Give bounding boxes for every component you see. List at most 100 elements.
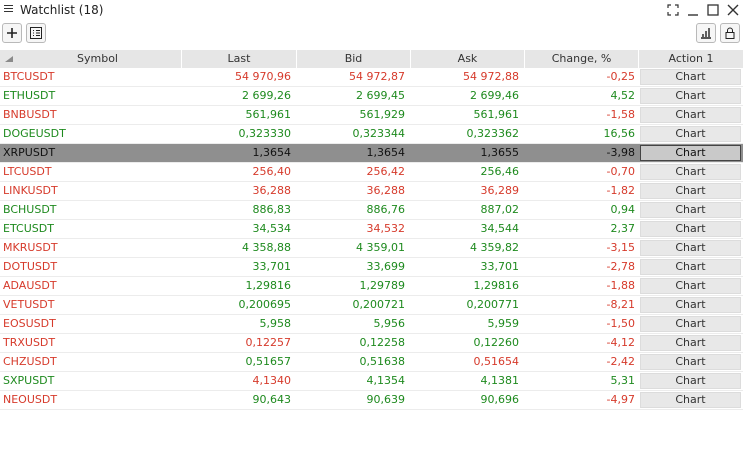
menu-icon[interactable] bbox=[4, 5, 13, 13]
change-percent-cell: -2,78 bbox=[606, 260, 635, 273]
chart-button[interactable]: Chart bbox=[640, 316, 741, 332]
table-row[interactable]: ETHUSDT 2 699,26 2 699,45 2 699,46 4,52 Chart bbox=[0, 87, 743, 106]
chart-button[interactable]: Chart bbox=[640, 335, 741, 351]
maximize-icon[interactable] bbox=[706, 3, 720, 17]
bid-price-cell: 5,956 bbox=[373, 317, 406, 330]
column-header-ask[interactable]: Ask bbox=[411, 50, 525, 68]
table-row[interactable]: MKRUSDT 4 358,88 4 359,01 4 359,82 -3,15 Char… bbox=[0, 239, 743, 258]
bid-price-cell: 2 699,45 bbox=[356, 89, 405, 102]
chart-button[interactable]: Chart bbox=[640, 354, 741, 370]
close-icon[interactable] bbox=[726, 3, 740, 17]
column-header-last[interactable]: Last bbox=[182, 50, 297, 68]
bid-price-cell: 0,12258 bbox=[359, 336, 406, 349]
bid-price-cell: 886,76 bbox=[366, 203, 406, 216]
table-row[interactable]: LTCUSDT 256,40 256,42 256,46 -0,70 Chart bbox=[0, 163, 743, 182]
table-row[interactable]: CHZUSDT 0,51657 0,51638 0,51654 -2,42 Chart bbox=[0, 353, 743, 372]
table-row[interactable]: EOSUSDT 5,958 5,956 5,959 -1,50 Chart bbox=[0, 315, 743, 334]
chart-button[interactable]: Chart bbox=[640, 126, 741, 142]
ask-price-cell: 561,961 bbox=[473, 108, 520, 121]
lock-button[interactable] bbox=[720, 23, 740, 43]
ask-price-cell: 90,696 bbox=[480, 393, 520, 406]
symbol-cell: XRPUSDT bbox=[3, 146, 56, 159]
table-row[interactable]: ETCUSDT 34,534 34,532 34,544 2,37 Chart bbox=[0, 220, 743, 239]
last-price-cell: 54 970,96 bbox=[235, 70, 291, 83]
column-header-action[interactable]: Action 1 bbox=[668, 52, 714, 65]
table-row[interactable]: SXPUSDT 4,1340 4,1354 4,1381 5,31 Chart bbox=[0, 372, 743, 391]
column-header-symbol[interactable]: Symbol bbox=[14, 50, 182, 68]
chart-button[interactable]: Chart bbox=[640, 392, 741, 408]
chart-button[interactable]: Chart bbox=[640, 164, 741, 180]
table-row[interactable]: ADAUSDT 1,29816 1,29789 1,29816 -1,88 Chart bbox=[0, 277, 743, 296]
bid-price-cell: 0,323344 bbox=[352, 127, 406, 140]
symbol-cell: DOTUSDT bbox=[3, 260, 58, 273]
bid-price-cell: 256,42 bbox=[366, 165, 406, 178]
last-price-cell: 256,40 bbox=[252, 165, 292, 178]
table-row[interactable]: XRPUSDT 1,3654 1,3654 1,3655 -3,98 Chart bbox=[0, 144, 743, 163]
symbol-cell: NEOUSDT bbox=[3, 393, 58, 406]
column-header-change[interactable]: Change, % bbox=[525, 50, 639, 68]
title-bar: Watchlist (18) bbox=[0, 0, 743, 20]
bid-price-cell: 90,639 bbox=[366, 393, 406, 406]
bid-price-cell: 4 359,01 bbox=[356, 241, 405, 254]
table-row[interactable]: BCHUSDT 886,83 886,76 887,02 0,94 Chart bbox=[0, 201, 743, 220]
table-row[interactable]: DOTUSDT 33,701 33,699 33,701 -2,78 Chart bbox=[0, 258, 743, 277]
change-percent-cell: -0,25 bbox=[606, 70, 635, 83]
bid-price-cell: 34,532 bbox=[366, 222, 406, 235]
symbol-cell: MKRUSDT bbox=[3, 241, 58, 254]
change-percent-cell: 0,94 bbox=[610, 203, 636, 216]
bid-price-cell: 1,29789 bbox=[359, 279, 406, 292]
table-row[interactable]: NEOUSDT 90,643 90,639 90,696 -4,97 Chart bbox=[0, 391, 743, 410]
ask-price-cell: 0,51654 bbox=[473, 355, 520, 368]
chart-button[interactable]: Chart bbox=[640, 183, 741, 199]
last-price-cell: 561,961 bbox=[245, 108, 292, 121]
table-row[interactable]: BTCUSDT 54 970,96 54 972,87 54 972,88 -0,25 C… bbox=[0, 68, 743, 87]
sort-indicator-icon bbox=[5, 56, 13, 62]
chart-button[interactable]: Chart bbox=[640, 373, 741, 389]
last-price-cell: 2 699,26 bbox=[242, 89, 291, 102]
symbol-cell: ETHUSDT bbox=[3, 89, 56, 102]
columns-button[interactable] bbox=[26, 23, 46, 43]
bid-price-cell: 4,1354 bbox=[366, 374, 406, 387]
chart-button[interactable]: Chart bbox=[640, 107, 741, 123]
bid-price-cell: 561,929 bbox=[359, 108, 406, 121]
last-price-cell: 0,51657 bbox=[245, 355, 292, 368]
table-row[interactable]: DOGEUSDT 0,323330 0,323344 0,323362 16,56 Cha… bbox=[0, 125, 743, 144]
table-row[interactable]: LINKUSDT 36,288 36,288 36,289 -1,82 Chart bbox=[0, 182, 743, 201]
change-percent-cell: 5,31 bbox=[610, 374, 636, 387]
last-price-cell: 4 358,88 bbox=[242, 241, 291, 254]
ask-price-cell: 0,323362 bbox=[466, 127, 520, 140]
chart-button[interactable]: Chart bbox=[640, 202, 741, 218]
table-row[interactable]: BNBUSDT 561,961 561,929 561,961 -1,58 Chart bbox=[0, 106, 743, 125]
ask-price-cell: 0,12260 bbox=[473, 336, 520, 349]
fullscreen-icon[interactable] bbox=[666, 3, 680, 17]
chart-button[interactable]: Chart bbox=[640, 69, 741, 85]
table-row[interactable]: TRXUSDT 0,12257 0,12258 0,12260 -4,12 Chart bbox=[0, 334, 743, 353]
symbol-cell: BTCUSDT bbox=[3, 70, 55, 83]
minimize-icon[interactable] bbox=[686, 3, 700, 17]
lock-icon bbox=[725, 27, 735, 39]
bar-chart-icon bbox=[701, 28, 711, 39]
bid-price-cell: 0,51638 bbox=[359, 355, 406, 368]
change-percent-cell: 2,37 bbox=[610, 222, 636, 235]
chart-button[interactable]: Chart bbox=[640, 297, 741, 313]
column-header-bid[interactable]: Bid bbox=[297, 50, 411, 68]
change-percent-cell: -1,88 bbox=[606, 279, 635, 292]
chart-settings-button[interactable] bbox=[696, 23, 716, 43]
symbol-cell: BCHUSDT bbox=[3, 203, 57, 216]
chart-button[interactable]: Chart bbox=[640, 145, 741, 161]
change-percent-cell: -8,21 bbox=[606, 298, 635, 311]
chart-button[interactable]: Chart bbox=[640, 88, 741, 104]
ask-price-cell: 887,02 bbox=[480, 203, 520, 216]
add-symbol-button[interactable] bbox=[2, 23, 22, 43]
ask-price-cell: 1,3655 bbox=[480, 146, 520, 159]
change-percent-cell: -4,12 bbox=[606, 336, 635, 349]
chart-button[interactable]: Chart bbox=[640, 240, 741, 256]
chart-button[interactable]: Chart bbox=[640, 221, 741, 237]
window-title: Watchlist (18) bbox=[20, 3, 104, 17]
symbol-cell: TRXUSDT bbox=[3, 336, 56, 349]
chart-button[interactable]: Chart bbox=[640, 259, 741, 275]
symbol-cell: LTCUSDT bbox=[3, 165, 52, 178]
chart-button[interactable]: Chart bbox=[640, 278, 741, 294]
table-row[interactable]: VETUSDT 0,200695 0,200721 0,200771 -8,21 Char… bbox=[0, 296, 743, 315]
ask-price-cell: 34,544 bbox=[480, 222, 520, 235]
